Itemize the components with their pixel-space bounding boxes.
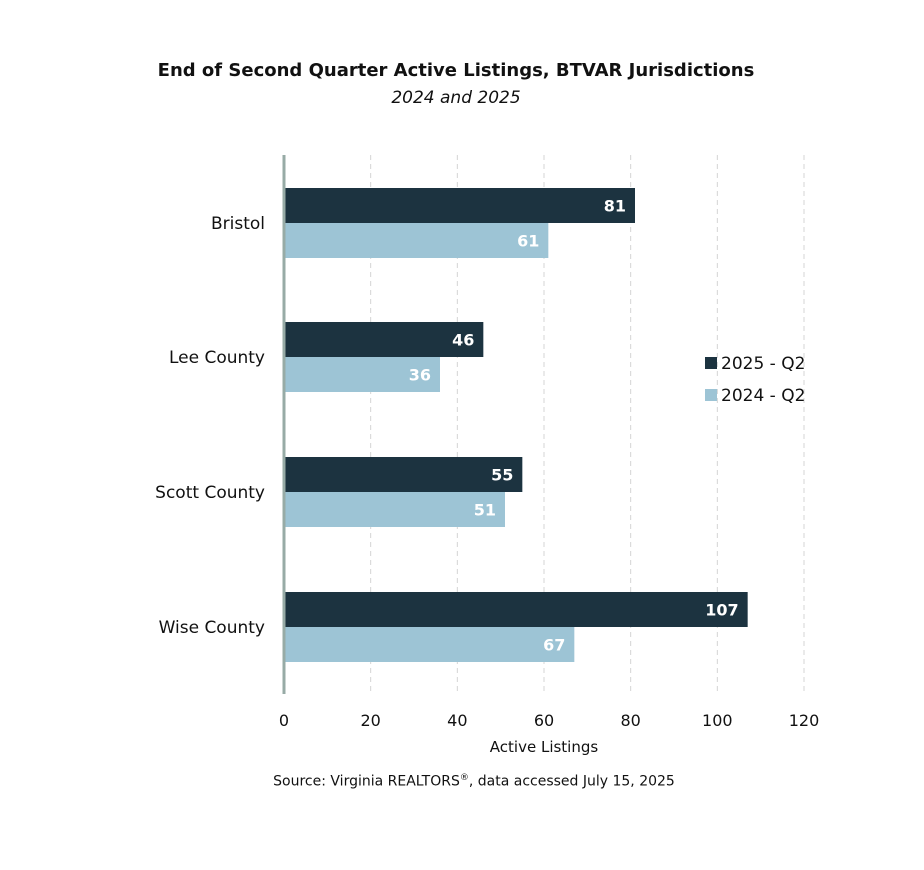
data-label-lee-county-2025: 46 <box>452 331 474 350</box>
x-tick-40: 40 <box>447 711 467 730</box>
data-label-scott-county-2025: 55 <box>491 466 513 485</box>
legend-label-2024: 2024 - Q2 <box>721 386 805 406</box>
data-label-scott-county-2024: 51 <box>474 501 496 520</box>
bar-wise-county-2025 <box>284 592 748 627</box>
bar-bristol-2024 <box>284 223 549 258</box>
source-suffix: , data accessed July 15, 2025 <box>468 773 675 790</box>
x-axis-title: Active Listings <box>490 738 599 756</box>
x-tick-60: 60 <box>534 711 554 730</box>
data-label-wise-county-2025: 107 <box>705 601 738 620</box>
x-tick-labels: 0 20 40 60 80 100 120 <box>279 711 819 730</box>
source-prefix: Source: Virginia REALTORS <box>273 773 460 790</box>
data-label-wise-county-2024: 67 <box>543 636 565 655</box>
x-tick-100: 100 <box>702 711 733 730</box>
x-tick-20: 20 <box>360 711 380 730</box>
data-label-bristol-2024: 61 <box>517 232 539 251</box>
category-label-bristol: Bristol <box>211 214 265 234</box>
registered-mark: ® <box>459 773 469 783</box>
data-label-bristol-2025: 81 <box>604 197 626 216</box>
category-label-wise-county: Wise County <box>159 618 265 638</box>
data-label-lee-county-2024: 36 <box>409 366 431 385</box>
chart-subtitle: 2024 and 2025 <box>391 88 521 108</box>
legend: 2025 - Q2 2024 - Q2 <box>705 354 805 406</box>
category-label-scott-county: Scott County <box>155 483 265 503</box>
source-note: Source: Virginia REALTORS®, data accesse… <box>0 773 924 790</box>
bar-scott-county-2025 <box>284 457 523 492</box>
legend-swatch-2024 <box>705 389 717 401</box>
bars <box>284 188 748 662</box>
legend-swatch-2025 <box>705 357 717 369</box>
category-labels: Bristol Lee County Scott County Wise County <box>155 214 265 638</box>
bar-lee-county-2025 <box>284 322 484 357</box>
bar-wise-county-2024 <box>284 627 575 662</box>
bar-scott-county-2024 <box>284 492 505 527</box>
x-tick-0: 0 <box>279 711 289 730</box>
data-labels: 81 61 46 36 55 51 107 67 <box>409 197 739 655</box>
chart-title: End of Second Quarter Active Listings, B… <box>157 60 755 81</box>
category-label-lee-county: Lee County <box>169 348 265 368</box>
bar-bristol-2025 <box>284 188 635 223</box>
legend-label-2025: 2025 - Q2 <box>721 354 805 374</box>
x-tick-120: 120 <box>789 711 820 730</box>
x-tick-80: 80 <box>620 711 640 730</box>
bar-lee-county-2024 <box>284 357 440 392</box>
